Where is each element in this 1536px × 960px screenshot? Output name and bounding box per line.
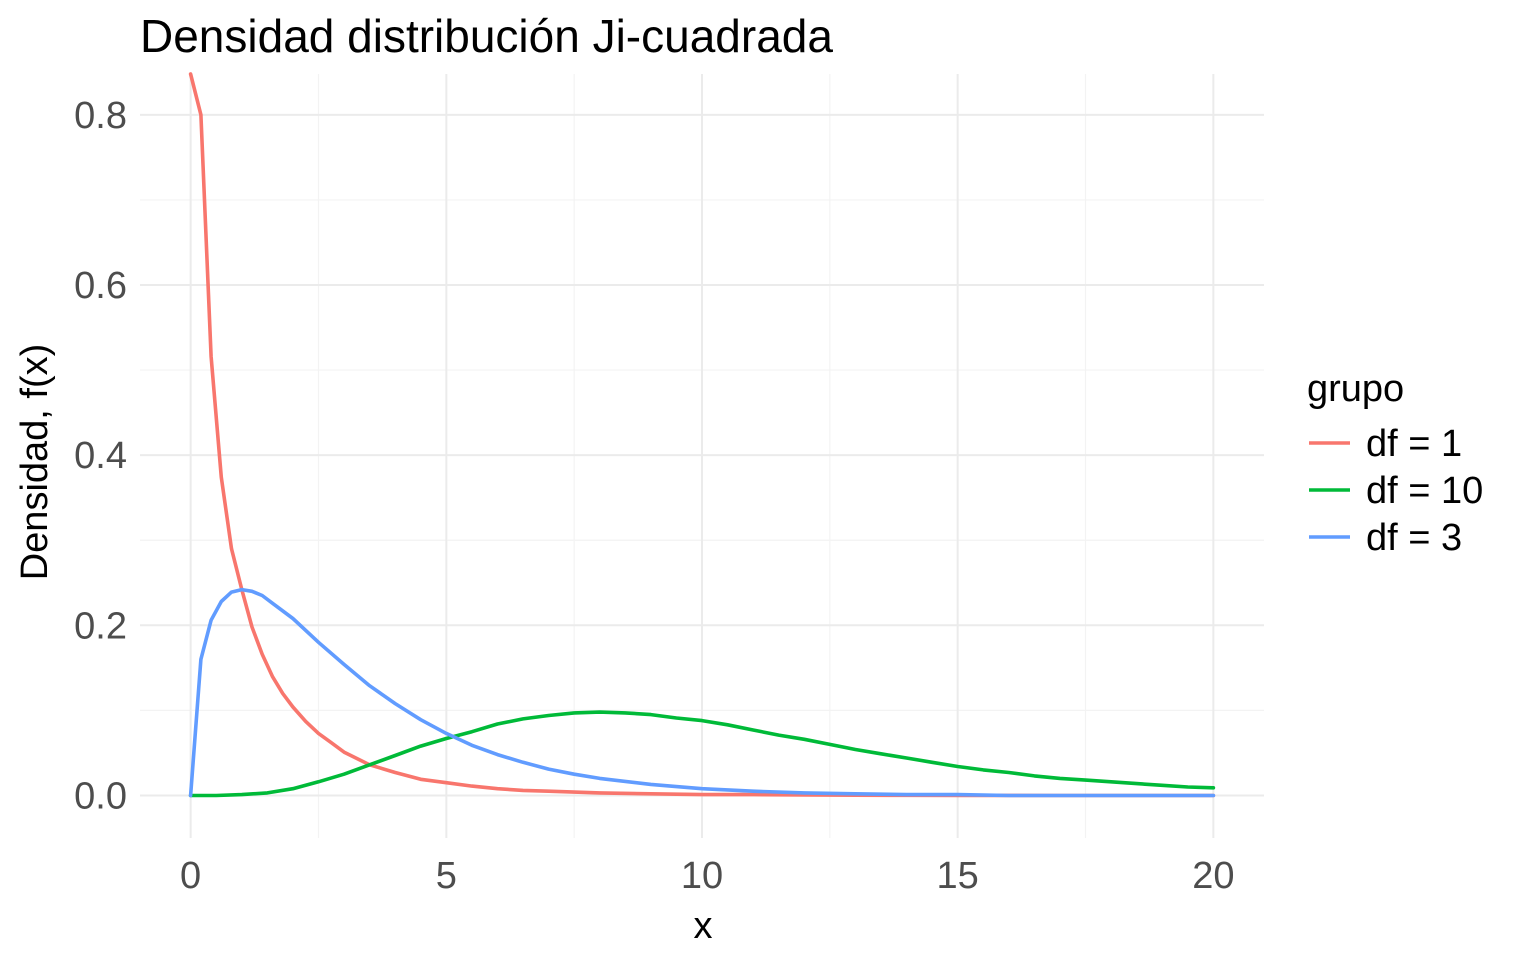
- x-axis-title: x: [694, 905, 713, 947]
- y-axis-title: Densidad, f(x): [14, 344, 56, 581]
- y-tick-label: 0.6: [74, 265, 127, 307]
- x-tick-label: 10: [681, 855, 723, 897]
- y-tick-label: 0.2: [74, 605, 127, 647]
- series-line: [188, 587, 1216, 798]
- legend: grupo df = 1 df = 10 df = 3: [1307, 368, 1483, 559]
- axes: 0 5 10 15 20 0.0 0.2 0.4 0.6 0.8: [74, 95, 1234, 897]
- x-tick-label: 15: [937, 855, 979, 897]
- x-tick-label: 0: [180, 855, 201, 897]
- legend-label: df = 3: [1366, 517, 1462, 559]
- legend-title: grupo: [1307, 368, 1404, 410]
- legend-label: df = 1: [1366, 423, 1462, 465]
- y-tick-label: 0.4: [74, 435, 127, 477]
- y-tick-label: 0.0: [74, 775, 127, 817]
- x-tick-label: 5: [436, 855, 457, 897]
- x-tick-label: 20: [1192, 855, 1234, 897]
- y-tick-label: 0.8: [74, 95, 127, 137]
- plot-series: [188, 72, 1216, 798]
- legend-label: df = 10: [1366, 470, 1483, 512]
- series-line: [188, 710, 1216, 798]
- chart-title: Densidad distribución Ji-cuadrada: [140, 10, 833, 62]
